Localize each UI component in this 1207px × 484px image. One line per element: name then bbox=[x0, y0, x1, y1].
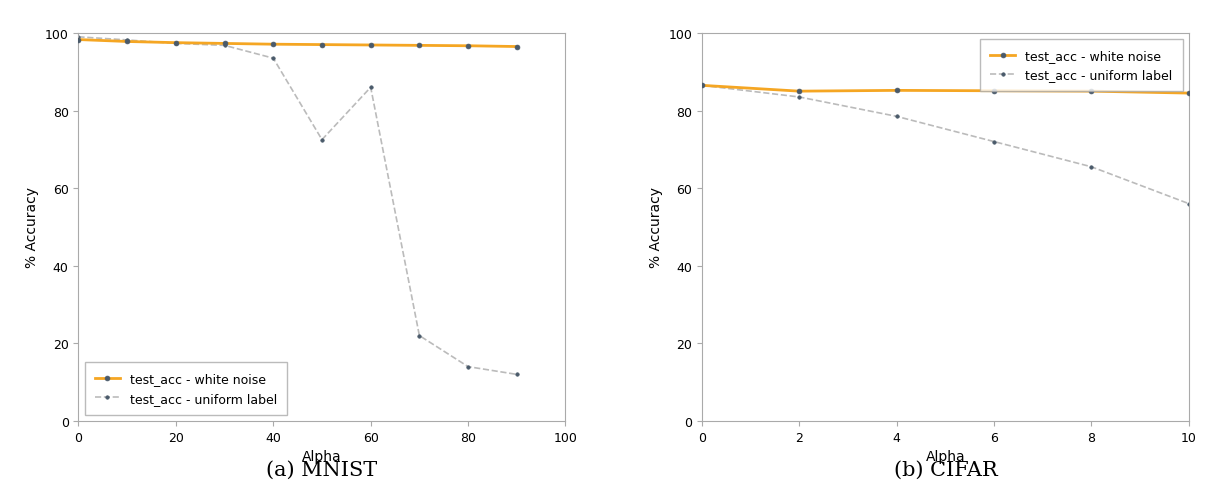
Legend: test_acc - white noise, test_acc - uniform label: test_acc - white noise, test_acc - unifo… bbox=[980, 40, 1183, 92]
test_acc - white noise bbox=[694, 83, 709, 89]
test_acc - uniform label bbox=[987, 139, 1002, 145]
Text: (a) MNIST: (a) MNIST bbox=[267, 460, 378, 479]
test_acc - uniform label bbox=[217, 44, 232, 49]
Line: test_acc - white noise: test_acc - white noise bbox=[76, 38, 519, 50]
test_acc - uniform label bbox=[890, 114, 904, 120]
Line: test_acc - uniform label: test_acc - uniform label bbox=[700, 84, 1190, 206]
test_acc - white noise bbox=[509, 45, 524, 50]
test_acc - uniform label bbox=[509, 372, 524, 378]
test_acc - uniform label bbox=[71, 35, 86, 41]
test_acc - uniform label bbox=[461, 364, 476, 370]
test_acc - white noise bbox=[461, 44, 476, 49]
test_acc - white noise bbox=[987, 89, 1002, 94]
Y-axis label: % Accuracy: % Accuracy bbox=[648, 187, 663, 268]
test_acc - white noise bbox=[217, 42, 232, 47]
test_acc - uniform label bbox=[694, 83, 709, 89]
test_acc - white noise bbox=[1084, 89, 1098, 95]
test_acc - white noise bbox=[315, 43, 330, 48]
test_acc - uniform label bbox=[792, 95, 806, 101]
Line: test_acc - white noise: test_acc - white noise bbox=[699, 84, 1191, 96]
test_acc - white noise bbox=[266, 42, 280, 48]
test_acc - white noise bbox=[1182, 91, 1196, 97]
test_acc - white noise bbox=[792, 89, 806, 95]
test_acc - uniform label bbox=[315, 137, 330, 143]
X-axis label: Alpha: Alpha bbox=[926, 449, 966, 463]
Y-axis label: % Accuracy: % Accuracy bbox=[25, 187, 40, 268]
test_acc - uniform label bbox=[412, 333, 426, 339]
test_acc - white noise bbox=[169, 41, 183, 46]
test_acc - uniform label bbox=[1084, 165, 1098, 170]
test_acc - uniform label bbox=[1182, 201, 1196, 207]
Line: test_acc - uniform label: test_acc - uniform label bbox=[77, 36, 519, 377]
X-axis label: Alpha: Alpha bbox=[302, 449, 342, 463]
test_acc - white noise bbox=[412, 44, 426, 49]
test_acc - white noise bbox=[363, 43, 378, 49]
test_acc - uniform label bbox=[169, 42, 183, 47]
test_acc - uniform label bbox=[266, 56, 280, 62]
test_acc - white noise bbox=[890, 88, 904, 94]
test_acc - white noise bbox=[119, 40, 134, 45]
Text: (b) CIFAR: (b) CIFAR bbox=[893, 460, 997, 479]
test_acc - uniform label bbox=[363, 85, 378, 91]
test_acc - white noise bbox=[71, 38, 86, 44]
test_acc - uniform label bbox=[119, 38, 134, 44]
Legend: test_acc - white noise, test_acc - uniform label: test_acc - white noise, test_acc - unifo… bbox=[84, 363, 287, 415]
